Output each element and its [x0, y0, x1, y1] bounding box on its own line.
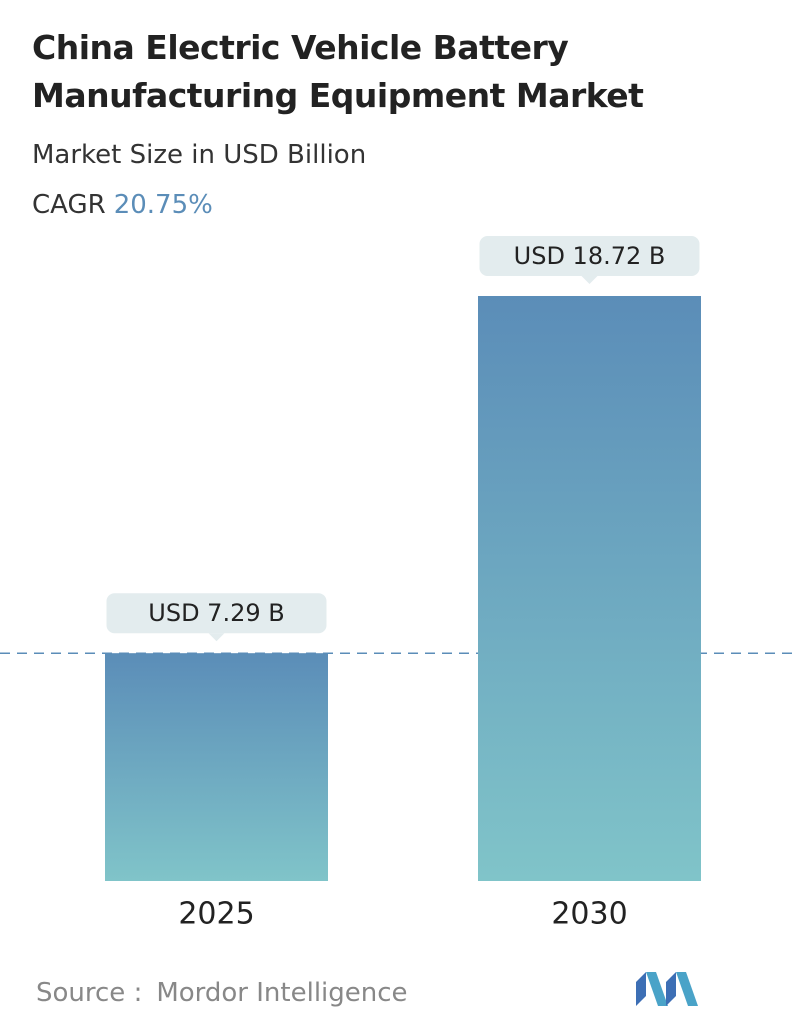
value-label: USD 7.29 B — [148, 599, 284, 627]
cagr-value: 20.75% — [113, 190, 213, 220]
source: Source : Mordor Intelligence — [36, 978, 408, 1008]
value-label: USD 18.72 B — [514, 242, 666, 270]
value-label-pointer — [208, 633, 225, 642]
cagr: CAGR 20.75% — [32, 190, 213, 220]
value-label-pointer — [581, 276, 598, 284]
x-tick-label: 2025 — [178, 897, 254, 932]
x-tick-label: 2030 — [551, 897, 627, 932]
bar — [105, 653, 328, 881]
source-name: Mordor Intelligence — [156, 978, 408, 1008]
chart-subtitle: Market Size in USD Billion — [32, 140, 367, 170]
value-label-box — [106, 593, 327, 634]
cagr-label: CAGR — [32, 190, 106, 220]
chart-title: China Electric Vehicle Battery Manufactu… — [32, 28, 644, 115]
value-label-box — [479, 236, 700, 276]
source-label: Source : — [36, 978, 143, 1008]
bar — [478, 296, 701, 881]
logo — [636, 972, 698, 1006]
